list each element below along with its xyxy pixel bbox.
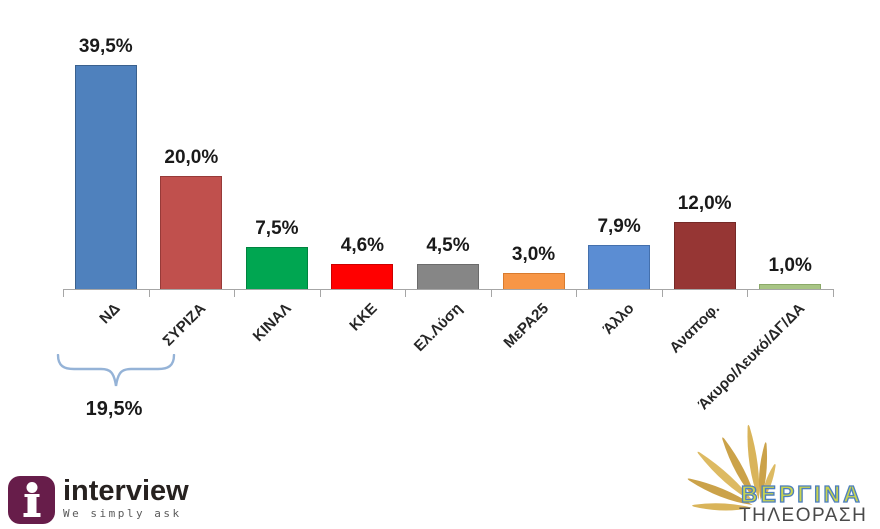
axis-tick <box>319 290 321 297</box>
i-stem-shape <box>27 496 36 514</box>
bar-value-label: 4,5% <box>426 235 470 257</box>
x-axis-label: ΣΥΡΙΖΑ <box>159 300 210 350</box>
x-axis-label: Αναποφ. <box>666 300 723 357</box>
vergina-sun-icon <box>687 424 776 511</box>
x-axis-label: ΚΚΕ <box>346 300 381 335</box>
interview-i-icon <box>8 476 55 524</box>
brace-annotation-icon <box>56 354 176 387</box>
bar-8 <box>673 221 736 290</box>
chart-plot-area: 39,5% 20,0% 7,5% 4,6% 4,5% 3,0% 7,9% 12,0% 1,0% … <box>63 36 834 413</box>
x-axis-label: ΝΔ <box>96 300 124 328</box>
axis-tick <box>576 290 578 297</box>
vergina-subtitle: ΤΗΛΕΟΡΑΣΗ <box>739 505 868 526</box>
i-serif-top-shape <box>24 494 39 497</box>
axis-tick <box>234 290 236 297</box>
bar-6 <box>502 272 565 290</box>
bar-value-label: 39,5% <box>78 36 133 57</box>
vergina-title: ΒΕΡΓΙΝΑ <box>740 480 863 507</box>
axis-tick <box>405 290 407 297</box>
bar-value-label: 3,0% <box>511 243 556 265</box>
bar-4 <box>331 263 394 290</box>
axis-tick <box>490 290 492 297</box>
axis-tick <box>148 290 150 297</box>
x-axis-label: ΜεΡΑ25 <box>499 300 552 352</box>
bar-7 <box>588 245 651 290</box>
bar-1 <box>74 65 137 290</box>
axis-tick <box>833 290 834 297</box>
bar-2 <box>160 176 223 290</box>
interview-logo-text: interview We simply ask <box>63 476 189 520</box>
bar-value-label: 4,6% <box>340 234 385 256</box>
bar-5 <box>417 264 479 290</box>
interview-tagline: We simply ask <box>63 507 182 520</box>
axis-tick <box>63 290 64 297</box>
interview-name: interview <box>63 475 189 507</box>
axis-tick <box>661 290 663 297</box>
bar-value-label: 1,0% <box>768 255 812 277</box>
bar-value-label: 12,0% <box>677 192 732 214</box>
x-axis-label: Άλλο <box>599 300 638 338</box>
brace-annotation-label: 19,5% <box>85 398 143 420</box>
axis-tick <box>747 290 749 297</box>
i-serif-bottom-shape <box>23 513 40 517</box>
bar-value-label: 7,5% <box>255 218 299 240</box>
bar-value-label: 7,9% <box>597 216 641 237</box>
x-axis-label: Ελ.Λύση <box>411 300 467 355</box>
x-axis-label: ΚΙΝΑΛ <box>249 300 295 346</box>
bar-3 <box>245 247 308 290</box>
i-dot-shape <box>26 482 37 493</box>
interview-logo: interview We simply ask <box>8 476 189 524</box>
bar-value-label: 20,0% <box>164 147 219 169</box>
x-axis-line <box>63 289 834 290</box>
